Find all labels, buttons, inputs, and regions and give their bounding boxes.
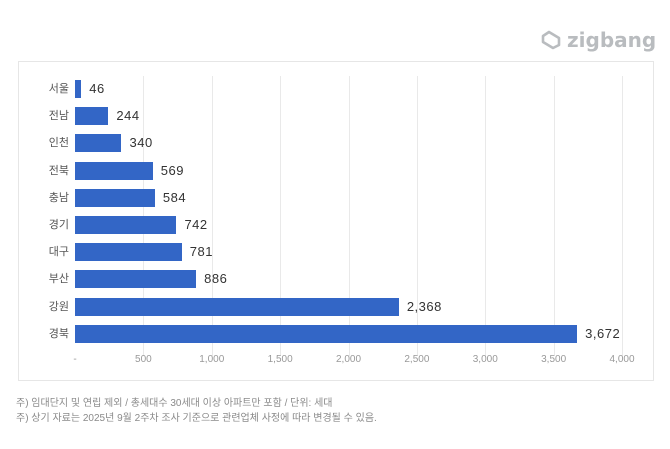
bar — [75, 324, 578, 343]
bar — [75, 80, 82, 98]
x-tick-label: 3,500 — [541, 354, 567, 365]
gridline — [622, 76, 623, 356]
category-label: 경기 — [48, 219, 69, 231]
gridline — [211, 76, 213, 356]
gridline — [280, 76, 282, 356]
x-tick-label: 1,500 — [267, 354, 293, 365]
x-tick-label: 2,500 — [404, 354, 430, 365]
category-label: 대구 — [48, 246, 69, 259]
bar — [75, 161, 153, 180]
bar — [75, 297, 399, 316]
category-label: 경북 — [48, 327, 69, 340]
bar-value-label: 244 — [116, 108, 140, 124]
x-tick-label: 4,000 — [609, 354, 635, 365]
brand-logo-text: zigbang — [567, 28, 657, 52]
category-label: 전북 — [48, 164, 69, 177]
bar — [75, 107, 109, 126]
x-tick-label: 2,000 — [335, 354, 362, 365]
bar-value-label: 340 — [129, 135, 153, 151]
bar — [75, 216, 177, 234]
category-label: 전남 — [48, 110, 69, 123]
footnotes: 주) 임대단지 및 연립 제외 / 총세대수 30세대 이상 아파트만 포함 /… — [16, 396, 377, 426]
x-tick-label: 500 — [135, 354, 152, 365]
category-label: 충남 — [48, 191, 69, 204]
gridline — [348, 76, 350, 356]
brand-logo: zigbang — [540, 28, 656, 52]
bar-chart-plot: - 500 1,000 1,500 2,000 2,500 3,000 3,500 4,000 서… — [19, 62, 653, 380]
category-label: 서울 — [48, 83, 69, 95]
bar-value-label: 781 — [189, 244, 213, 260]
bar-value-label: 584 — [162, 189, 187, 205]
bar-value-label: 2,368 — [406, 298, 442, 314]
gridline — [553, 76, 555, 356]
category-label: 부산 — [48, 273, 69, 286]
x-tick-label: 1,000 — [199, 354, 225, 365]
zigbang-logo-icon — [541, 30, 561, 50]
bar-value-label: 886 — [204, 271, 228, 287]
bar-value-label: 569 — [160, 162, 184, 178]
bar — [75, 243, 182, 262]
footnote-1: 주) 임대단지 및 연립 제외 / 총세대수 30세대 이상 아파트만 포함 /… — [16, 398, 333, 409]
bar — [75, 134, 122, 153]
chart-container: - 500 1,000 1,500 2,000 2,500 3,000 3,500 4,000 서… — [18, 61, 654, 381]
bar — [75, 188, 155, 207]
gridline — [416, 76, 418, 356]
x-tick-label: - — [73, 354, 77, 365]
bar — [75, 270, 197, 289]
bar-value-label: 742 — [184, 217, 208, 232]
footnote-2: 주) 상기 자료는 2025년 9월 2주차 조사 기준으로 관련업체 사정에 … — [16, 413, 377, 424]
category-label: 강원 — [48, 300, 69, 313]
category-label: 인천 — [48, 137, 69, 150]
bar-value-label: 46 — [89, 81, 105, 96]
x-tick-label: 3,000 — [472, 354, 498, 365]
bar-value-label: 3,672 — [585, 325, 621, 341]
gridline — [485, 76, 487, 356]
